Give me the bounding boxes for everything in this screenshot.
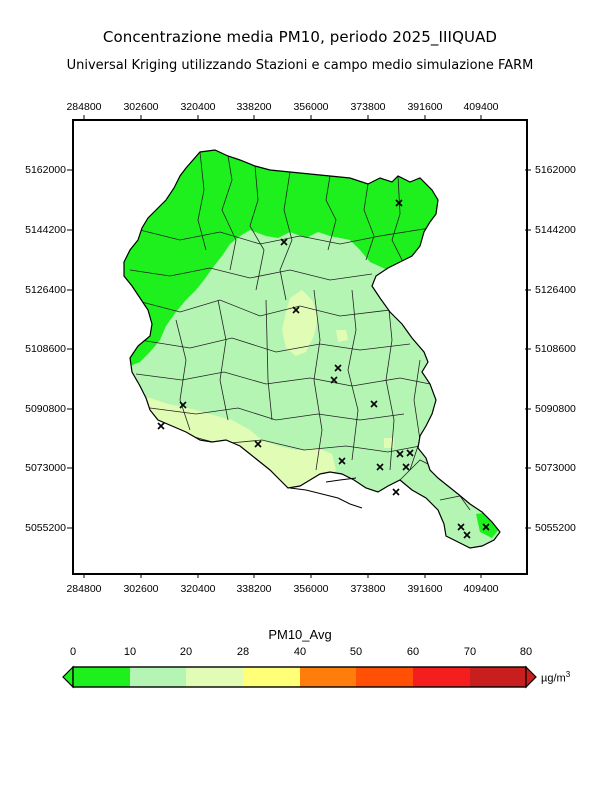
y-tick-label: 5108600 xyxy=(535,343,576,355)
x-tick-label: 373800 xyxy=(350,583,386,595)
station-marker-icon xyxy=(402,463,410,471)
unit-superscript: 3 xyxy=(565,670,571,679)
x-tick-label: 320400 xyxy=(180,583,216,595)
colorbar-over-arrow xyxy=(525,665,537,689)
colorbar-unit: µg/m3 xyxy=(541,670,570,685)
colorbar-label: 28 xyxy=(236,646,250,658)
station-marker-icon xyxy=(482,523,490,531)
colorbar-bin xyxy=(413,667,470,687)
municipal-boundaries xyxy=(129,151,471,511)
station-markers xyxy=(157,199,490,539)
x-tick-label: 338200 xyxy=(236,583,272,595)
y-tick-label: 5090800 xyxy=(535,403,576,415)
map-title: Concentrazione media PM10, periodo 2025_… xyxy=(102,28,498,46)
x-tick-label: 302600 xyxy=(123,101,159,113)
x-tick-label: 356000 xyxy=(293,583,329,595)
station-marker-icon xyxy=(179,401,187,409)
x-tick-label: 409400 xyxy=(463,583,499,595)
station-marker-icon xyxy=(334,364,342,372)
x-tick-label: 320400 xyxy=(180,101,216,113)
x-tick-label: 356000 xyxy=(293,101,329,113)
lagoon-coast xyxy=(289,477,363,509)
y-tick-label: 5126400 xyxy=(25,284,66,296)
station-marker-icon xyxy=(330,376,338,384)
x-tick-label: 391600 xyxy=(407,583,443,595)
colorbar-title: PM10_Avg xyxy=(268,627,332,642)
colorbar-bin xyxy=(300,667,356,687)
station-marker-icon xyxy=(292,306,300,314)
station-marker-icon xyxy=(157,422,165,430)
station-marker-icon xyxy=(254,440,262,448)
colorbar-bin xyxy=(130,667,186,687)
station-marker-icon xyxy=(395,199,403,207)
station-marker-icon xyxy=(406,449,414,457)
x-tick-label: 409400 xyxy=(463,101,499,113)
station-marker-icon xyxy=(370,400,378,408)
x-tick-label: 284800 xyxy=(66,101,102,113)
colorbar-label: 0 xyxy=(69,646,77,658)
colorbar-bin xyxy=(73,667,130,687)
colorbar-bin xyxy=(243,667,300,687)
y-tick-label: 5144200 xyxy=(535,224,576,236)
x-tick-label: 302600 xyxy=(123,583,159,595)
axis-ticks xyxy=(67,115,531,578)
station-marker-icon xyxy=(376,463,384,471)
station-marker-icon xyxy=(457,523,465,531)
y-tick-label: 5073000 xyxy=(25,462,66,474)
map-subtitle: Universal Kriging utilizzando Stazioni e… xyxy=(66,58,534,73)
colorbar-label: 40 xyxy=(293,646,307,658)
y-tick-label: 5144200 xyxy=(25,224,66,236)
station-marker-icon xyxy=(463,531,471,539)
colorbar-under-arrow xyxy=(62,665,74,689)
map-frame xyxy=(72,119,528,575)
station-marker-icon xyxy=(392,488,400,496)
y-tick-label: 5055200 xyxy=(535,522,576,534)
colorbar-label: 60 xyxy=(406,646,420,658)
y-tick-label: 5126400 xyxy=(535,284,576,296)
colorbar-bin xyxy=(186,667,243,687)
y-tick-label: 5162000 xyxy=(535,164,576,176)
y-tick-label: 5162000 xyxy=(25,164,66,176)
y-tick-label: 5108600 xyxy=(25,343,66,355)
station-marker-icon xyxy=(338,457,346,465)
unit-text: µg/m xyxy=(541,672,566,685)
colorbar-bin xyxy=(470,667,526,687)
station-marker-icon xyxy=(396,450,404,458)
y-tick-label: 5073000 xyxy=(535,462,576,474)
colorbar-label: 20 xyxy=(179,646,193,658)
x-tick-label: 373800 xyxy=(350,101,386,113)
x-tick-label: 284800 xyxy=(66,583,102,595)
station-marker-icon xyxy=(280,238,288,246)
colorbar-label: 70 xyxy=(463,646,477,658)
colorbar-label: 50 xyxy=(349,646,363,658)
colorbar-label: 10 xyxy=(123,646,137,658)
colorbar-label: 80 xyxy=(519,646,533,658)
colorbar-bin xyxy=(356,667,413,687)
y-tick-label: 5090800 xyxy=(25,403,66,415)
x-tick-label: 391600 xyxy=(407,101,443,113)
y-tick-label: 5055200 xyxy=(25,522,66,534)
x-tick-label: 338200 xyxy=(236,101,272,113)
